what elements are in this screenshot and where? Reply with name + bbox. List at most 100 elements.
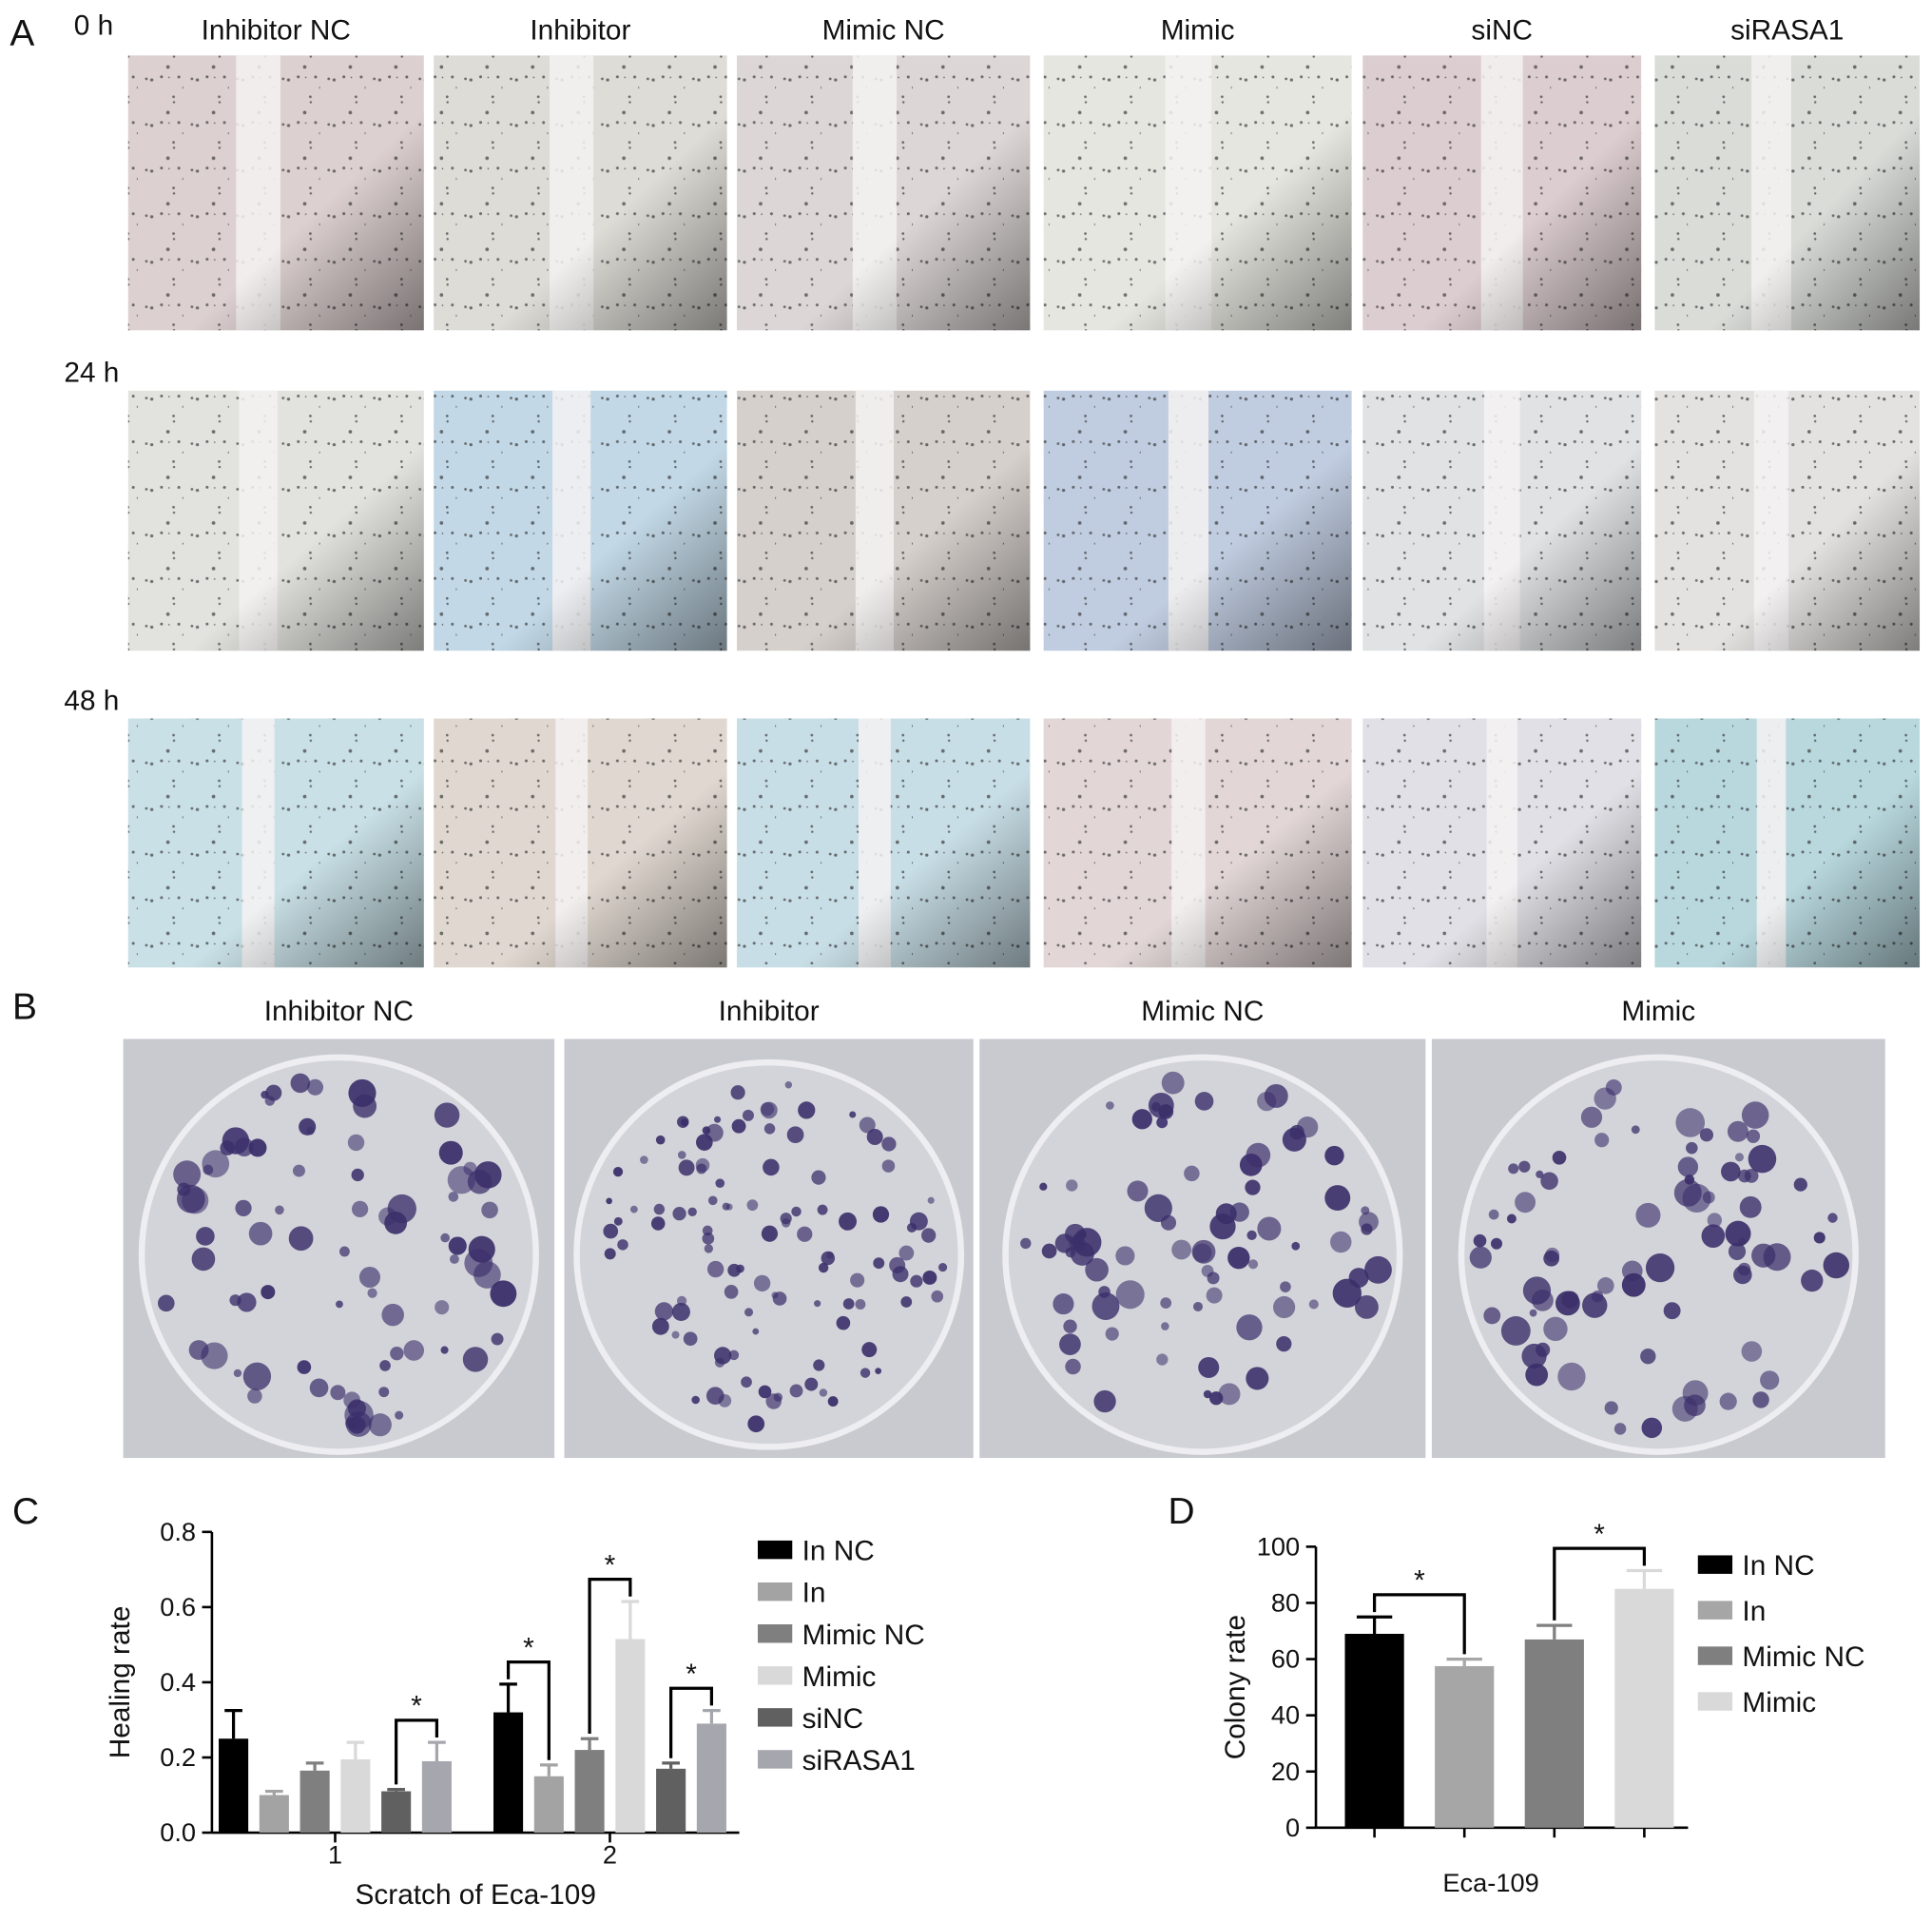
colony xyxy=(434,1102,460,1128)
y-tick-label: 0.6 xyxy=(160,1592,196,1621)
colony xyxy=(1473,1233,1487,1248)
colony xyxy=(1156,1116,1169,1129)
colony xyxy=(873,1257,885,1270)
colony xyxy=(859,1116,876,1134)
colony xyxy=(440,1233,450,1243)
colony xyxy=(1580,1106,1603,1128)
colony xyxy=(849,1111,857,1118)
y-tick-label: 0.8 xyxy=(160,1517,196,1546)
colony xyxy=(1744,1169,1759,1183)
colony xyxy=(1085,1257,1109,1282)
colony xyxy=(1813,1232,1826,1244)
colony xyxy=(1070,1241,1094,1266)
colony xyxy=(191,1247,216,1272)
colony xyxy=(1557,1362,1586,1391)
colony xyxy=(714,1116,722,1123)
colony xyxy=(786,1126,804,1144)
colony xyxy=(763,1123,776,1135)
colony xyxy=(306,1078,324,1096)
bar xyxy=(259,1795,289,1834)
colony xyxy=(379,1360,391,1371)
significance-label: * xyxy=(1594,1519,1605,1550)
panel-label: D xyxy=(1169,1491,1195,1532)
colony xyxy=(1621,1260,1643,1282)
bar xyxy=(1344,1633,1404,1828)
error-bar xyxy=(224,1708,242,1739)
colony xyxy=(1508,1163,1519,1175)
legend-label: Mimic xyxy=(802,1661,877,1693)
y-tick-label: 0.0 xyxy=(160,1817,196,1847)
colony xyxy=(490,1280,517,1308)
colony xyxy=(188,1340,209,1360)
colony xyxy=(1361,1223,1373,1235)
column-label: Mimic NC xyxy=(1141,996,1264,1027)
colony xyxy=(351,1168,364,1182)
x-tick-label: Eca-109 xyxy=(1442,1868,1538,1897)
bar xyxy=(219,1738,249,1834)
colony xyxy=(1543,1316,1568,1342)
vignette xyxy=(1043,55,1352,331)
colony xyxy=(1208,1391,1224,1406)
colony xyxy=(724,1285,739,1299)
colony xyxy=(707,1195,718,1206)
colony xyxy=(798,1101,816,1119)
colony xyxy=(467,1169,493,1194)
colony xyxy=(1247,1259,1259,1270)
colony xyxy=(1148,1092,1174,1118)
colony xyxy=(1793,1177,1807,1192)
colony xyxy=(1053,1293,1074,1315)
bar xyxy=(533,1776,564,1834)
vignette xyxy=(736,390,1031,651)
colony xyxy=(1246,1230,1257,1241)
y-tick-label: 0 xyxy=(1285,1813,1300,1842)
y-tick-label: 0.2 xyxy=(160,1742,196,1772)
colony xyxy=(242,1362,272,1390)
colony xyxy=(1728,1242,1747,1261)
colony xyxy=(1264,1083,1288,1108)
colony xyxy=(1227,1246,1250,1270)
colony xyxy=(1239,1154,1263,1176)
significance-label: * xyxy=(1414,1565,1425,1597)
colony xyxy=(651,1317,669,1335)
colony xyxy=(730,1085,745,1100)
colony xyxy=(336,1300,343,1309)
colony xyxy=(1645,1252,1675,1283)
colony xyxy=(1020,1237,1032,1250)
colony xyxy=(1066,1179,1078,1192)
error-bar xyxy=(499,1682,517,1713)
colony xyxy=(448,1236,467,1255)
colony xyxy=(1291,1241,1301,1251)
colony xyxy=(248,1221,273,1246)
colony xyxy=(1640,1348,1656,1365)
colony xyxy=(1591,1291,1604,1303)
colony xyxy=(773,1392,783,1402)
vignette xyxy=(736,718,1031,968)
colony xyxy=(704,1244,714,1253)
colony xyxy=(1039,1182,1048,1191)
colony xyxy=(702,1232,715,1245)
colony xyxy=(237,1292,257,1312)
colony xyxy=(1543,1250,1560,1267)
panel-label: B xyxy=(12,987,37,1028)
colony xyxy=(292,1164,305,1177)
colony xyxy=(1273,1295,1296,1319)
colony xyxy=(617,1239,628,1251)
vignette xyxy=(127,55,424,331)
colony xyxy=(1144,1194,1172,1222)
colony xyxy=(746,1199,759,1212)
legend-swatch xyxy=(757,1540,793,1560)
colony xyxy=(1536,1342,1551,1357)
significance-label: * xyxy=(605,1549,616,1581)
colony xyxy=(1324,1145,1344,1166)
colony xyxy=(1707,1213,1722,1228)
bar xyxy=(381,1791,412,1834)
column-label: Mimic NC xyxy=(822,14,945,46)
colony xyxy=(889,1256,906,1273)
colony xyxy=(763,1158,780,1176)
colony xyxy=(714,1357,725,1368)
colony xyxy=(288,1226,314,1252)
colony xyxy=(655,1135,666,1145)
error-bar xyxy=(1446,1657,1482,1666)
